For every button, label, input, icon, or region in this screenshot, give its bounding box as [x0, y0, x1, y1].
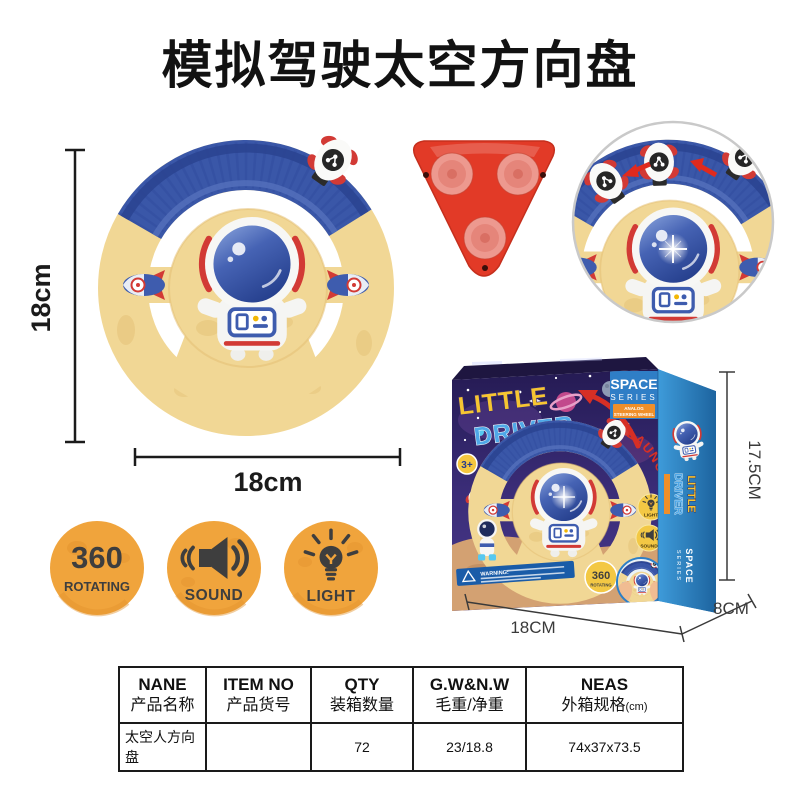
rotation-inset: [571, 120, 775, 324]
side-series-subtitle: SERIES: [675, 550, 681, 582]
box-badge-360-label: ROTATING: [590, 583, 611, 588]
series-title: SPACE: [610, 376, 657, 392]
saturn-planet-icon: [549, 392, 583, 412]
warning-label: WARNING:: [480, 570, 509, 578]
series-panel: SPACE SERIES ANALOG STEERING WHEEL: [610, 371, 658, 419]
box-badge-360: 360 ROTATING: [584, 560, 618, 594]
wheel-height-label: 18cm: [26, 263, 56, 332]
box-height-label: 17.5CM: [745, 440, 764, 500]
badge-light-label: LIGHT: [307, 588, 356, 605]
feature-badge-rotating: 360 ROTATING: [50, 521, 144, 617]
spec-table-header-row: NANE 产品名称 ITEM NO 产品货号 QTY 装箱数量 G.W&N.W …: [118, 666, 684, 724]
cell-qty: 72: [310, 722, 414, 772]
box-badge-light-label: LIGHT: [644, 513, 658, 519]
series-banner-line2: STEERING WHEEL: [614, 412, 655, 417]
side-logo-driver: DRIVER: [672, 473, 684, 515]
suction-cup: [430, 152, 474, 196]
stars: [463, 374, 630, 442]
series-subtitle: SERIES: [610, 393, 657, 402]
wheel-height-dimension: [65, 148, 85, 444]
suction-base: [412, 140, 556, 277]
feature-badge-light: LIGHT: [284, 521, 378, 617]
box-badge-sound: SOUND: [635, 524, 658, 552]
badge-360-value: 360: [71, 540, 123, 575]
side-logo: LITTLE DRIVER: [664, 473, 697, 515]
header-neas: NEAS 外箱规格(cm): [525, 666, 684, 724]
age-badge: [456, 453, 478, 475]
warning-strip: WARNING:: [456, 560, 575, 586]
age-badge-label: 3+: [461, 460, 473, 471]
steering-wheel: [117, 128, 374, 411]
header-name: NANE 产品名称: [118, 666, 207, 724]
suction-cup: [496, 152, 540, 196]
wheel-width-label: 18cm: [233, 467, 302, 497]
box-depth-label: 8CM: [713, 599, 749, 618]
box-depth-dimension: [681, 593, 757, 635]
product-box: LITTLE DRIVER 3+ LAUNCH★ SPACE SERIES: [452, 357, 716, 613]
suction-cup: [463, 216, 507, 260]
cell-item-no: [205, 722, 312, 772]
side-logo-little: LITTLE: [685, 475, 697, 512]
badge-sound-label: SOUND: [185, 587, 243, 604]
wheel-width-dimension: [133, 448, 402, 466]
box-astronaut-character: [477, 519, 497, 561]
header-qty: QTY 装箱数量: [310, 666, 414, 724]
spec-table-data-row: 太空人方向盘 72 23/18.8 74x37x73.5: [118, 722, 684, 772]
box-badge-360-value: 360: [592, 570, 610, 582]
header-item-no: ITEM NO 产品货号: [205, 666, 312, 724]
page-title: 模拟驾驶太空方向盘: [161, 37, 639, 94]
cell-product-name: 太空人方向盘: [118, 722, 207, 772]
blue-planet-icon: [476, 428, 484, 436]
rotation-arrow: [622, 158, 718, 178]
box-badge-sound-label: SOUND: [640, 544, 658, 550]
badge-360-label: ROTATING: [64, 579, 130, 594]
cell-neas: 74x37x73.5: [525, 722, 684, 772]
series-banner-line1: ANALOG: [624, 406, 644, 411]
side-series-title: SPACE: [684, 548, 694, 583]
header-gw-nw: G.W&N.W 毛重/净重: [412, 666, 527, 724]
box-height-dimension: [719, 371, 735, 581]
box-width-label: 18CM: [510, 618, 555, 637]
feature-badge-sound: SOUND: [167, 521, 261, 617]
spec-table: NANE 产品名称 ITEM NO 产品货号 QTY 装箱数量 G.W&N.W …: [118, 666, 684, 772]
cell-gw-nw: 23/18.8: [412, 722, 527, 772]
side-series: SPACE SERIES: [675, 548, 694, 583]
